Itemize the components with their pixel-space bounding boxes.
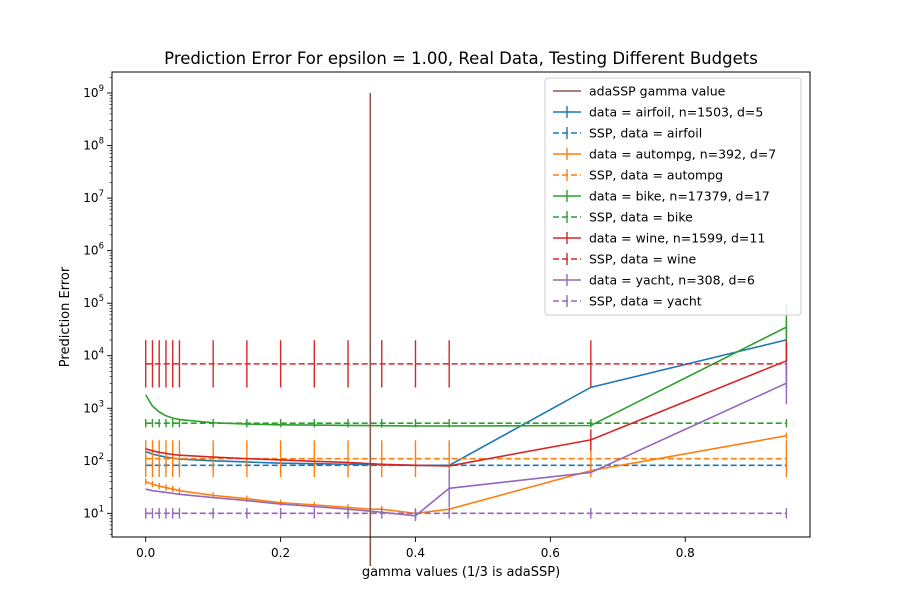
series-line [145,326,787,427]
series-line [145,360,787,467]
legend-box [544,77,802,316]
y-tick-label: 103 [83,399,104,415]
legend-entry-label: SSP, data = wine [589,252,697,267]
legend-entry-label: adaSSP gamma value [589,84,726,99]
y-tick-label: 108 [83,137,104,153]
x-axis-label: gamma values (1/3 is adaSSP) [362,565,560,580]
series-group [145,362,788,522]
series-line [145,339,787,467]
series-group [145,318,788,467]
plot-area: 0.0 0.2 0.4 0.6 0.8 101 102 103 104 105 106 107 108 1… [83,71,811,566]
series-group [145,432,788,517]
y-tick-label: 101 [83,504,104,520]
chart-title: Prediction Error For epsilon = 1.00, Rea… [164,49,758,68]
series-group [145,508,788,519]
x-tick-label: 0.4 [406,546,425,560]
y-tick-label: 109 [83,84,104,100]
legend-entry-label: SSP, data = yacht [589,294,702,309]
y-tick-label: 107 [83,189,104,205]
series-line [145,382,787,517]
legend: adaSSP gamma value data = airfoil, n=1503… [544,77,802,316]
legend-entry-label: data = wine, n=1599, d=11 [589,231,765,246]
legend-entry-label: SSP, data = airfoil [589,126,702,141]
y-tick-label: 106 [83,242,104,258]
legend-entry-label: data = bike, n=17379, d=17 [589,189,770,204]
legend-entry-label: data = yacht, n=308, d=6 [589,273,755,288]
x-tick-label: 0.8 [676,546,695,560]
x-tick-label: 0.0 [136,546,155,560]
series-group [145,418,788,428]
y-tick-label: 102 [83,452,104,468]
legend-entry-label: SSP, data = bike [589,210,693,225]
axes-frame [111,71,811,538]
x-tick-label: 0.2 [271,546,290,560]
y-axis-label: Prediction Error [58,266,73,367]
x-tick-label: 0.6 [541,546,560,560]
series-group [145,340,788,388]
series-line [145,434,787,515]
legend-entry-label: SSP, data = autompg [589,168,723,183]
legend-entry-label: data = airfoil, n=1503, d=5 [589,105,763,120]
legend-entry-label: data = autompg, n=392, d=7 [589,147,776,162]
y-tick-label: 104 [83,347,104,363]
y-tick-label: 105 [83,294,104,310]
series-group [145,303,788,427]
series-group [145,463,788,468]
